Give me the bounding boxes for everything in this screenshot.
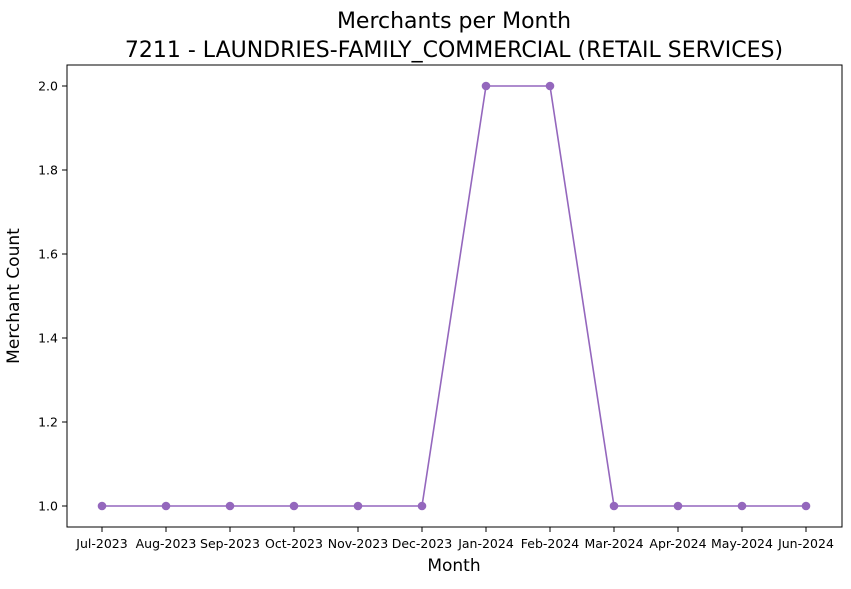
y-tick-label: 1.4 (38, 331, 58, 346)
y-tick-label: 1.8 (38, 163, 58, 178)
data-point (673, 501, 683, 511)
data-point (801, 501, 811, 511)
x-axis-title: Month (427, 556, 480, 576)
data-point (737, 501, 747, 511)
series-layer (97, 81, 811, 511)
x-tick-label: Jul-2023 (75, 536, 127, 551)
data-point (545, 81, 555, 91)
x-tick-label: May-2024 (711, 536, 773, 551)
x-tick-label: Nov-2023 (328, 536, 388, 551)
data-point (161, 501, 171, 511)
x-tick-label: Dec-2023 (392, 536, 453, 551)
y-tick-label: 1.0 (38, 499, 58, 514)
data-point (353, 501, 363, 511)
x-tick-label: Jan-2024 (457, 536, 514, 551)
x-tick-label: Mar-2024 (584, 536, 643, 551)
chart-subtitle: 7211 - LAUNDRIES-FAMILY_COMMERCIAL (RETA… (125, 38, 783, 63)
data-point (417, 501, 427, 511)
series-line (102, 85, 806, 507)
y-axis-title: Merchant Count (4, 228, 24, 364)
x-tick-label: Oct-2023 (265, 536, 323, 551)
y-tick-label: 2.0 (38, 79, 58, 94)
data-point (225, 501, 235, 511)
chart-title: Merchants per Month (337, 9, 571, 34)
y-tick-label: 1.2 (38, 415, 58, 430)
x-tick-label: Apr-2024 (649, 536, 706, 551)
data-point (289, 501, 299, 511)
y-tick-label: 1.6 (38, 247, 58, 262)
data-point (481, 81, 491, 91)
x-tick-label: Aug-2023 (136, 536, 197, 551)
y-axis: 1.0 1.2 1.4 1.6 1.8 2.0 (38, 79, 67, 514)
x-tick-label: Sep-2023 (200, 536, 260, 551)
x-tick-label: Feb-2024 (521, 536, 580, 551)
data-point (97, 501, 107, 511)
plot-area-frame (66, 64, 843, 528)
data-point (609, 501, 619, 511)
x-axis: Jul-2023 Aug-2023 Sep-2023 Oct-2023 Nov-2023… (75, 527, 834, 551)
x-tick-label: Jun-2024 (777, 536, 834, 551)
